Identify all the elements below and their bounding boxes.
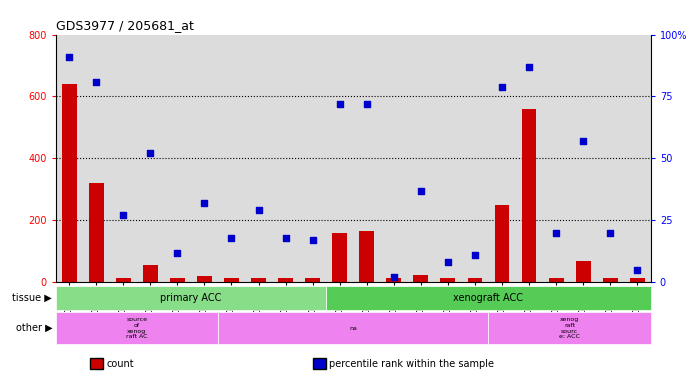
Point: [253, 207, 264, 214]
Bar: [489, 312, 651, 344]
Text: percentile rank within the sample: percentile rank within the sample: [329, 359, 494, 369]
Point: [523, 64, 535, 70]
Bar: [332, 233, 347, 282]
Bar: [441, 278, 455, 282]
Bar: [413, 275, 428, 282]
Bar: [516, 35, 543, 282]
Bar: [218, 312, 489, 344]
Bar: [218, 35, 245, 282]
Point: [90, 79, 102, 85]
Bar: [306, 278, 320, 282]
Point: [334, 101, 345, 107]
Bar: [116, 278, 131, 282]
Bar: [380, 35, 407, 282]
Bar: [83, 35, 110, 282]
Point: [118, 212, 129, 218]
Bar: [548, 278, 564, 282]
Text: tissue ▶: tissue ▶: [13, 293, 52, 303]
Text: count: count: [106, 359, 134, 369]
Bar: [299, 35, 326, 282]
Text: primary ACC: primary ACC: [160, 293, 221, 303]
Bar: [143, 265, 158, 282]
Bar: [569, 35, 596, 282]
Bar: [630, 278, 644, 282]
Text: xenograft ACC: xenograft ACC: [454, 293, 523, 303]
Point: [605, 230, 616, 236]
Point: [578, 138, 589, 144]
Bar: [56, 286, 326, 310]
Bar: [137, 35, 164, 282]
Bar: [191, 35, 218, 282]
Bar: [461, 35, 489, 282]
Bar: [489, 35, 516, 282]
Point: [307, 237, 318, 243]
Bar: [197, 276, 212, 282]
Bar: [62, 84, 77, 282]
Bar: [495, 205, 509, 282]
Bar: [326, 35, 354, 282]
Bar: [110, 35, 137, 282]
Point: [226, 235, 237, 241]
Bar: [224, 278, 239, 282]
Bar: [521, 109, 537, 282]
Bar: [170, 278, 185, 282]
Bar: [326, 286, 651, 310]
Point: [496, 83, 507, 89]
Bar: [164, 35, 191, 282]
Bar: [56, 35, 83, 282]
Bar: [245, 35, 272, 282]
Point: [145, 151, 156, 157]
Point: [199, 200, 210, 206]
Point: [280, 235, 291, 241]
Text: na: na: [349, 326, 357, 331]
Bar: [468, 278, 482, 282]
Bar: [434, 35, 461, 282]
Bar: [354, 35, 380, 282]
Bar: [624, 35, 651, 282]
Text: xenog
raft
sourc
e: ACC: xenog raft sourc e: ACC: [559, 317, 580, 339]
Bar: [407, 35, 434, 282]
Point: [388, 274, 400, 280]
Point: [416, 187, 427, 194]
Point: [632, 267, 643, 273]
Bar: [576, 261, 591, 282]
Bar: [89, 183, 104, 282]
Bar: [596, 35, 624, 282]
Bar: [603, 278, 617, 282]
Point: [551, 230, 562, 236]
Text: other ▶: other ▶: [15, 323, 52, 333]
Point: [172, 250, 183, 256]
Bar: [272, 35, 299, 282]
Bar: [251, 278, 266, 282]
Point: [469, 252, 480, 258]
Bar: [278, 278, 293, 282]
Point: [63, 54, 74, 60]
Bar: [359, 231, 374, 282]
Bar: [386, 278, 401, 282]
Bar: [56, 312, 218, 344]
Text: GDS3977 / 205681_at: GDS3977 / 205681_at: [56, 19, 193, 32]
Point: [443, 259, 454, 265]
Point: [361, 101, 372, 107]
Text: source
of
xenog
raft AC: source of xenog raft AC: [126, 317, 148, 339]
Bar: [543, 35, 569, 282]
